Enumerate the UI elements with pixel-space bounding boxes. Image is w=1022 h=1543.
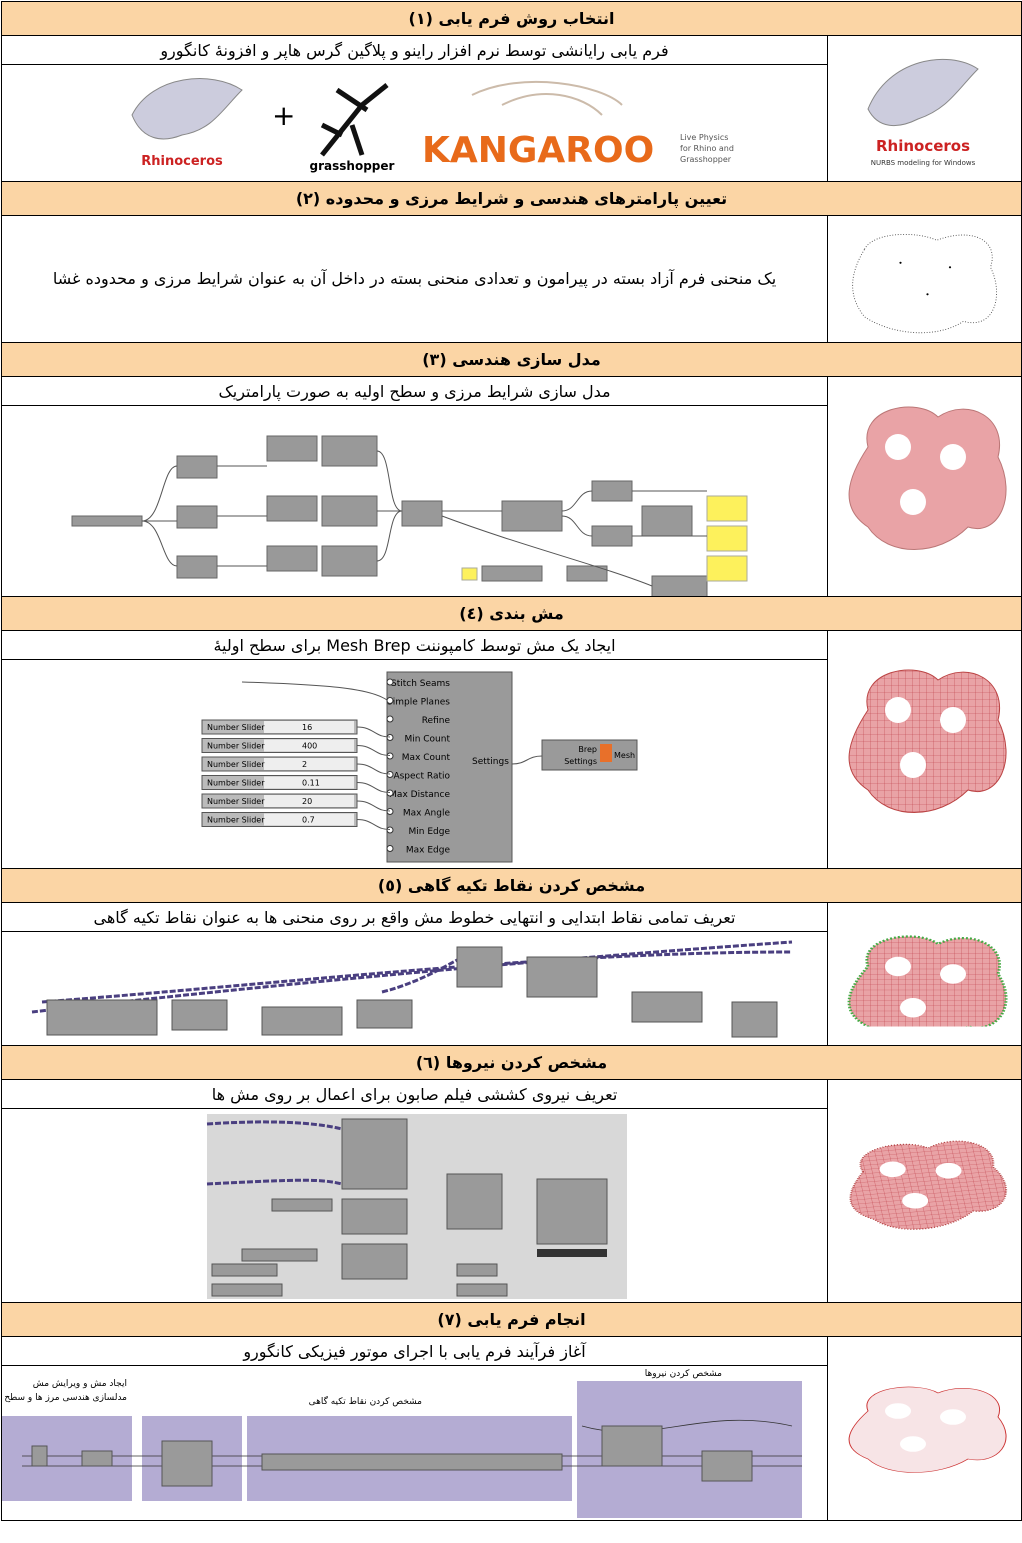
input-label: Max Angle (403, 809, 451, 819)
input-label: Max Edge (406, 846, 451, 856)
input-label: Max Distance (389, 790, 450, 800)
slider-label: Number Slider (207, 742, 265, 751)
slider-field (264, 721, 354, 733)
output-label: Brep (578, 745, 597, 754)
port (386, 697, 394, 704)
slider-label: Number Slider (207, 816, 265, 825)
output-label: Settings (564, 757, 597, 766)
mesh-label: Mesh (614, 751, 635, 760)
input-label: Stitch Seams (391, 679, 450, 689)
supports-definition-cell (1, 931, 828, 1046)
input-label: Min Count (404, 735, 450, 745)
port (386, 678, 394, 686)
wire (356, 763, 391, 775)
rhino-logo: Rhinoceros NURBS modeling for Windows (867, 58, 979, 167)
plus: + (272, 99, 295, 132)
slider-field (264, 795, 354, 807)
wire (356, 726, 391, 738)
surface (848, 406, 1007, 550)
input-label: Min Edge (409, 827, 451, 837)
slider-value: 400 (302, 742, 317, 751)
section-title: (٦) مشخص کردن نیروها (0, 1045, 1022, 1080)
boundary-curve (852, 233, 997, 334)
mesh-definition-cell: Stitch Seams Simple Planes Refine Min Count… (1, 659, 828, 869)
input-label: Max Count (402, 753, 451, 763)
gh-definition (71, 435, 748, 596)
slider-field (264, 776, 354, 789)
slider-value: 16 (302, 723, 312, 732)
kangaroo-name: KANGAROO (422, 130, 654, 171)
logos-cell: Rhinoceros + grasshopper KANGAROO Live P… (1, 64, 828, 182)
section-title: (٥) مشخص کردن نقاط تکیه گاهی (0, 868, 1022, 903)
result-cell (826, 1336, 1022, 1521)
rhino-name: Rhinoceros (141, 154, 223, 169)
slider-label: Number Slider (207, 760, 265, 769)
slider-value: 0.7 (302, 816, 315, 825)
slider-value: 2 (302, 760, 307, 769)
stage-label: مدلسازی هندسی مرز ها و سطح (4, 1393, 127, 1403)
slider-label: Number Slider (207, 779, 265, 788)
definition-cell (1, 405, 828, 597)
slider-field (264, 813, 354, 826)
supports-definition (31, 940, 793, 1038)
stage-label: مشخص کردن نیروها (645, 1369, 722, 1379)
input-label: Refine (422, 716, 451, 726)
rhino-sub: NURBS modeling for Windows (871, 159, 976, 167)
description: مدل سازی شرایط مرزی و سطح اولیه به صورت … (1, 376, 828, 406)
forces-cell (826, 1079, 1022, 1303)
slider-field (264, 739, 354, 752)
result-mesh (848, 1386, 1007, 1473)
slider-value: 0.11 (302, 779, 320, 788)
mesh-surface (848, 669, 1007, 813)
description: تعریف تمامی نقاط ابتدایی و انتهایی خطوط … (1, 902, 828, 932)
description: یک منحنی فرم آزاد بسته در پیرامون و تعدا… (1, 215, 828, 343)
section-title: (۱) انتخاب روش فرم یابی (0, 1, 1022, 36)
rhino-name: Rhinoceros (876, 137, 970, 155)
supports-cell (826, 902, 1022, 1046)
curve-cell (826, 215, 1022, 343)
description: فرم یابی رایانشی توسط نرم افزار راینو و … (1, 35, 828, 65)
kangaroo-sub: Live Physics (680, 133, 728, 142)
forces-mesh (837, 1135, 1015, 1236)
component-label: Settings (472, 757, 509, 767)
kangaroo-sub: for Rhino and (680, 144, 734, 153)
wire (356, 819, 391, 830)
forces-definition (206, 1114, 627, 1299)
surface-cell (826, 376, 1022, 597)
stage-label: ایجاد مش و ویرایش مش (33, 1379, 127, 1389)
mesh-definition: Stitch Seams Simple Planes Refine Min Count… (201, 671, 638, 863)
overall-definition: ایجاد مش و ویرایش مش مدلسازی هندسی مرز ه… (2, 1369, 802, 1518)
kangaroo-sub: Grasshopper (680, 155, 732, 164)
section-title: (۷) انجام فرم یابی (0, 1302, 1022, 1337)
wire (356, 782, 391, 793)
forces-definition-cell (1, 1108, 828, 1303)
slider-label: Number Slider (207, 723, 265, 732)
stage-label: مشخص کردن نقاط تکیه گاهی (309, 1395, 423, 1407)
logos: Rhinoceros + grasshopper KANGAROO Live P… (131, 78, 734, 173)
description: آغاز فرآیند فرم یابی با اجرای موتور فیزی… (1, 1336, 828, 1366)
section-title: (۲) تعیین پارامترهای هندسی و شرایط مرزی … (0, 181, 1022, 216)
port (386, 845, 394, 852)
wire (356, 800, 391, 812)
slider-label: Number Slider (207, 797, 265, 806)
port (386, 715, 394, 723)
mesh-cell (826, 630, 1022, 869)
overall-definition-cell: ایجاد مش و ویرایش مش مدلسازی هندسی مرز ه… (1, 1365, 828, 1521)
rhino-cell: Rhinoceros NURBS modeling for Windows (826, 35, 1022, 182)
slider-field (264, 758, 354, 770)
wire (356, 745, 391, 756)
wire (511, 755, 543, 765)
input-label: Simple Planes (387, 698, 450, 708)
description: ایجاد یک مش توسط کامپوننت Mesh Brep برای… (1, 630, 828, 660)
section-title: (۳) مدل سازی هندسی (0, 342, 1022, 377)
support-points (847, 935, 1008, 1027)
section-title: (٤) مش بندی (0, 596, 1022, 631)
slider-value: 20 (302, 797, 312, 806)
input-label: Aspect Ratio (393, 772, 450, 782)
description: تعریف نیروی کششی فیلم صابون برای اعمال ب… (1, 1079, 828, 1109)
grasshopper-name: grasshopper (310, 159, 395, 173)
